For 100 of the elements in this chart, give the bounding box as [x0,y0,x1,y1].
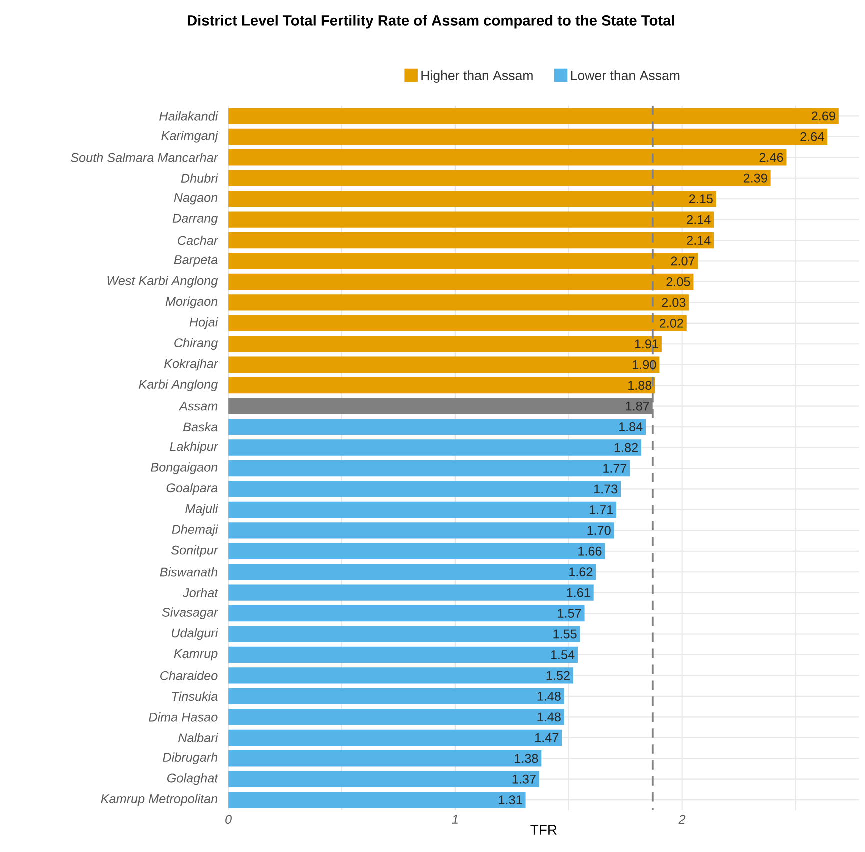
y-tick-label: Sonitpur [171,545,219,558]
data-label: 2.14 [687,236,711,245]
y-tick-label: Nalbari [178,733,218,742]
bar [228,771,540,788]
data-label: 1.84 [619,422,643,432]
bar [228,792,526,808]
y-tick-label: Sivasagar [162,608,219,620]
y-tick-label: Darrang [172,214,218,226]
bar [228,128,828,145]
data-label: 1.73 [594,484,618,494]
bar [228,688,564,704]
data-label: 1.82 [614,443,638,452]
data-label: 1.55 [554,630,577,639]
data-label: 1.57 [558,608,582,618]
data-label: 1.38 [515,754,538,763]
bar [228,336,662,352]
bar [228,190,716,207]
y-tick-label: Kamrup Metropolitan [101,794,218,806]
data-label: 1.70 [588,526,611,535]
bar [228,149,787,166]
bar [228,377,656,394]
data-label: 2.69 [812,112,836,120]
bar [228,274,694,290]
y-tick-label: Dima Hasao [149,712,218,722]
y-tick-label: Barpeta [174,255,218,267]
bar [228,750,542,767]
y-tick-label: Dhemaji [172,524,218,536]
data-label: 2.07 [671,256,695,266]
data-label: 1.48 [538,712,561,722]
y-tick-label: Karimganj [162,130,218,143]
bar [228,232,714,248]
data-label: 2.39 [744,174,768,183]
data-label: 2.14 [687,215,711,224]
y-tick-label: Nagaon [174,193,218,205]
y-tick-label: Assam [178,402,218,411]
data-label: 1.48 [538,692,561,701]
bar [228,564,596,580]
y-tick-label: Dhubri [181,174,218,183]
bar [228,108,839,124]
bar [228,418,646,435]
bar [228,356,660,373]
data-label: 1.91 [635,340,658,348]
data-label: 1.37 [512,774,536,784]
bar [228,253,698,270]
bar [228,543,606,560]
y-tick-label: Biswanath [160,567,218,577]
x-tick-label: 0 [226,814,232,824]
y-tick-label: Kamrup [174,649,218,661]
y-tick-label: Jorhat [183,588,219,598]
data-label: 1.62 [570,567,593,576]
y-tick-label: Hailakandi [160,111,218,121]
bar [228,170,771,186]
y-tick-label: Bongaigaon [151,462,218,474]
y-tick-label: Majuli [186,504,218,516]
bar [228,460,630,476]
data-label: 2.05 [666,277,690,286]
bar [228,730,562,746]
data-label: 1.71 [590,505,613,514]
y-tick-label: Cachar [178,236,219,246]
data-label: 1.31 [499,795,522,804]
data-label: 1.87 [626,402,650,411]
bar [228,626,580,642]
y-tick-label: Goalpara [166,483,218,495]
data-label: 1.54 [551,650,575,660]
y-tick-label: Morigaon [166,296,218,308]
bar [228,440,642,456]
x-tick-label: 2 [678,814,686,824]
y-tick-label: Charaideo [160,670,218,680]
y-tick-label: Dibrugarh [163,752,218,764]
y-tick-label: Baska [183,422,218,432]
y-tick-label: Chirang [174,338,218,350]
bar [228,212,714,228]
y-tick-label: Udalguri [172,628,218,640]
bar [228,605,585,622]
y-tick-label: Karbi Anglong [139,380,218,392]
y-tick-label: Golaghat [167,773,219,786]
bar [228,480,622,498]
bar [228,708,564,726]
x-tick-label: 1 [452,814,458,824]
data-label: 2.46 [760,152,784,162]
y-tick-label: West Karbi Anglong [108,276,218,288]
legend-label: Higher than Assam [422,70,533,83]
data-label: 2.02 [660,318,684,328]
y-tick-label: Lakhipur [170,442,219,454]
bar [228,502,617,518]
y-tick-label: Hojai [190,317,218,330]
data-label: 1.88 [628,380,652,390]
data-label: 1.61 [567,588,590,598]
data-label: 1.77 [604,464,627,473]
bar [228,522,614,539]
data-label: 2.64 [800,132,824,142]
chart-title: District Level Total Fertility Rate of Assam compared to the State Total [188,14,674,29]
data-label: 1.52 [546,671,570,680]
bar [228,294,690,311]
bar [228,667,574,684]
bar [228,315,687,332]
y-tick-label: Tinsukia [172,692,218,701]
data-label: 1.66 [578,546,602,556]
data-label: 2.03 [662,298,686,308]
bar [228,584,594,601]
